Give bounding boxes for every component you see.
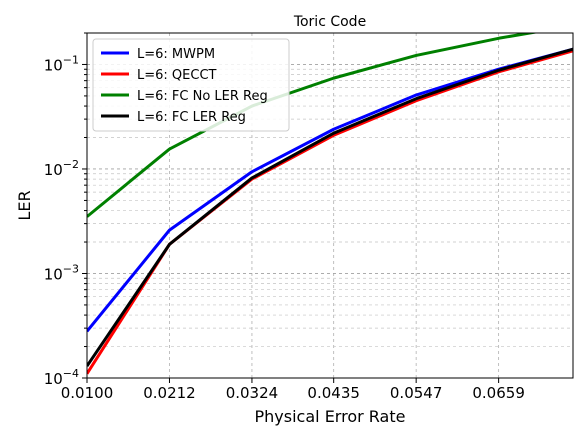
x-axis-label: Physical Error Rate xyxy=(255,407,406,426)
x-tick-label: 0.0659 xyxy=(472,384,525,402)
x-tick-label: 0.0212 xyxy=(143,384,196,402)
y-tick-label: 10−2 xyxy=(44,158,79,179)
y-tick-label: 10−3 xyxy=(44,262,79,283)
legend-box xyxy=(92,38,290,132)
series-line-4 xyxy=(87,47,573,367)
plot-frame xyxy=(86,32,574,379)
chart-title: Toric Code xyxy=(293,14,366,30)
series-lines xyxy=(87,33,573,375)
x-tick-label: 0.0547 xyxy=(390,384,443,402)
y-tick-label: 10−4 xyxy=(44,367,79,388)
legend: L=6: MWPM L=6: QECCT L=6: FC No LER Reg L=6… xyxy=(92,38,290,132)
x-tick-label: 0.0324 xyxy=(226,384,279,402)
y-tick-label: 10−1 xyxy=(44,53,79,74)
x-tick-label: 0.0435 xyxy=(307,384,360,402)
legend-label: L=6: FC LER Reg xyxy=(137,110,246,125)
y-axis-label: LER xyxy=(15,190,34,220)
legend-label: L=6: FC No LER Reg xyxy=(137,89,268,104)
legend-label: L=6: MWPM xyxy=(137,47,215,62)
axis-ticks: 0.0100 0.0212 0.0324 0.0435 0.0547 0.0659 10−4… xyxy=(44,32,525,402)
legend-label: L=6: QECCT xyxy=(137,68,217,83)
x-tick-label: 0.0100 xyxy=(61,384,114,402)
series-line-3 xyxy=(87,33,539,218)
